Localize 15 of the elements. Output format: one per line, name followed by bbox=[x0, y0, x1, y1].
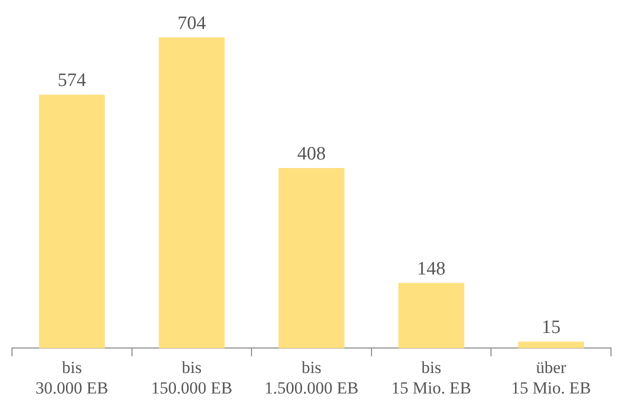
x-tick-label: über 15 Mio. EB bbox=[511, 358, 592, 398]
bar bbox=[158, 37, 225, 348]
data-label: 148 bbox=[417, 258, 446, 280]
data-label: 408 bbox=[297, 144, 326, 165]
x-tick-label: bis 15 Mio. EB bbox=[391, 358, 472, 398]
data-label: 15 bbox=[542, 317, 561, 338]
x-tick-label: bis 1.500.000 EB bbox=[264, 358, 358, 398]
bar bbox=[278, 168, 344, 348]
data-label: 704 bbox=[177, 12, 206, 34]
bar bbox=[38, 94, 105, 348]
x-tick-label: bis 30.000 EB bbox=[36, 358, 108, 398]
x-tick-label: bis 150.000 EB bbox=[151, 358, 232, 398]
bar bbox=[398, 282, 464, 348]
data-label: 574 bbox=[58, 70, 87, 92]
bar bbox=[518, 342, 584, 348]
